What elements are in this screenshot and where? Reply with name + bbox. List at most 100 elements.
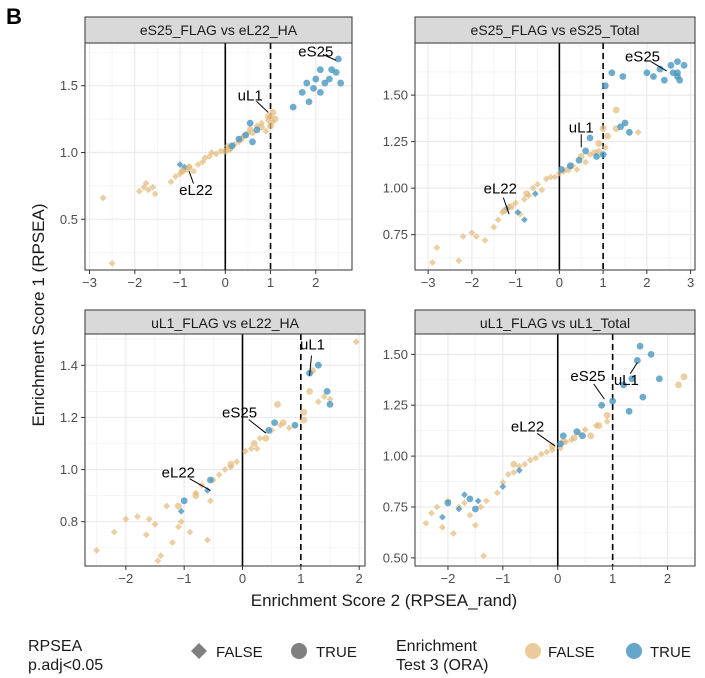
data-point-circle bbox=[595, 422, 603, 429]
data-point-diamond bbox=[428, 509, 435, 517]
data-point-circle bbox=[265, 427, 273, 434]
data-point-circle bbox=[643, 69, 651, 77]
data-point-circle bbox=[656, 65, 664, 73]
legend-color-title-line1: Enrichment bbox=[396, 638, 477, 655]
data-point-circle bbox=[316, 89, 324, 96]
data-point-diamond bbox=[262, 127, 270, 135]
data-point-circle bbox=[639, 393, 647, 401]
data-point-diamond bbox=[439, 523, 446, 531]
x-tick-label: 3 bbox=[687, 275, 694, 290]
data-point-diamond bbox=[326, 395, 334, 403]
facet-strip-title: eS25_FLAG vs eS25_Total bbox=[471, 22, 640, 38]
x-tick-label: −3 bbox=[421, 275, 436, 290]
y-tick-label: 1.4 bbox=[60, 358, 78, 373]
data-point-diamond bbox=[472, 233, 480, 240]
data-point-diamond bbox=[455, 505, 463, 513]
data-point-circle bbox=[598, 401, 606, 409]
panel-border bbox=[414, 333, 696, 567]
data-point-diamond bbox=[474, 497, 482, 505]
x-tick-label: −2 bbox=[118, 571, 133, 586]
y-tick-label: 1.2 bbox=[60, 410, 78, 425]
data-point-diamond bbox=[526, 456, 534, 464]
data-point-diamond bbox=[145, 515, 153, 523]
plot-area bbox=[415, 43, 695, 270]
data-point-circle bbox=[557, 440, 564, 448]
data-point-diamond bbox=[515, 462, 523, 470]
data-point-circle bbox=[249, 138, 256, 146]
y-tick-label: 1.50 bbox=[383, 88, 408, 103]
data-point-circle bbox=[300, 408, 308, 416]
data-point-circle bbox=[660, 76, 668, 84]
data-point-diamond bbox=[264, 117, 272, 124]
x-tick-label: 2 bbox=[312, 275, 319, 290]
y-tick-label: 0.5 bbox=[60, 212, 78, 227]
data-point-circle bbox=[332, 68, 340, 76]
x-tick-label: −1 bbox=[177, 571, 192, 586]
data-point-diamond bbox=[466, 511, 474, 519]
panel-border bbox=[84, 333, 366, 567]
data-point-circle bbox=[305, 98, 313, 106]
data-point-circle bbox=[667, 61, 675, 69]
data-point-diamond bbox=[167, 178, 175, 186]
legend-circle-icon bbox=[291, 643, 307, 659]
x-tick-label: 1 bbox=[600, 275, 607, 290]
data-point-circle bbox=[235, 135, 243, 143]
data-point-diamond bbox=[108, 259, 116, 267]
facet-strip bbox=[414, 16, 696, 44]
data-point-diamond bbox=[499, 479, 507, 486]
data-point-diamond bbox=[201, 154, 209, 162]
data-point-circle bbox=[621, 119, 629, 127]
y-tick-label: 1.5 bbox=[60, 78, 78, 93]
x-tick-label: 0 bbox=[554, 571, 561, 586]
data-point-diamond bbox=[208, 149, 216, 156]
data-point-circle bbox=[471, 505, 479, 513]
data-point-circle bbox=[601, 82, 609, 90]
data-point-diamond bbox=[204, 536, 211, 544]
x-tick-label: 2 bbox=[356, 571, 363, 586]
facet-panel-4: uL1_FLAG vs uL1_Total eL22 eS25 uL1 −2 −1 0 1 2 0… bbox=[383, 309, 696, 586]
x-tick-label: 1 bbox=[297, 571, 304, 586]
data-point-diamond bbox=[314, 398, 322, 406]
data-point-circle bbox=[298, 89, 306, 96]
data-point-diamond bbox=[521, 460, 529, 468]
data-point-circle bbox=[599, 125, 607, 132]
data-point-diamond bbox=[144, 186, 152, 194]
data-point-circle bbox=[558, 166, 565, 173]
data-point-diamond bbox=[512, 199, 520, 207]
data-point-circle bbox=[274, 400, 281, 408]
data-point-circle bbox=[306, 387, 313, 395]
data-point-diamond bbox=[515, 466, 523, 474]
y-tick-label: 1.0 bbox=[60, 145, 78, 160]
x-tick-label: 1 bbox=[267, 275, 274, 290]
legend-diamond-icon bbox=[191, 643, 207, 659]
data-point-diamond bbox=[459, 233, 467, 240]
data-point-circle bbox=[604, 132, 611, 140]
data-point-diamond bbox=[455, 257, 463, 265]
data-point-circle bbox=[582, 147, 590, 155]
data-point-diamond bbox=[186, 528, 194, 536]
data-point-diamond bbox=[480, 552, 488, 560]
data-point-diamond bbox=[494, 216, 502, 224]
point-label: uL1 bbox=[238, 87, 263, 104]
data-point-circle bbox=[316, 66, 324, 74]
data-point-circle bbox=[593, 153, 600, 160]
label-leader-line bbox=[593, 383, 605, 400]
data-point-circle bbox=[566, 162, 574, 170]
data-point-circle bbox=[636, 342, 644, 350]
data-point-circle bbox=[633, 357, 641, 364]
data-point-circle bbox=[326, 400, 334, 408]
data-point-diamond bbox=[169, 539, 176, 546]
y-tick-label: 1.25 bbox=[383, 398, 408, 413]
data-point-diamond bbox=[551, 173, 559, 181]
x-tick-label: −2 bbox=[441, 571, 456, 586]
data-point-circle bbox=[300, 416, 308, 424]
data-point-diamond bbox=[547, 173, 555, 181]
data-point-circle bbox=[337, 79, 345, 87]
data-point-circle bbox=[271, 115, 279, 123]
y-tick-label: 0.8 bbox=[60, 514, 78, 529]
data-point-circle bbox=[510, 460, 518, 468]
point-label: eL22 bbox=[179, 182, 212, 199]
data-point-circle bbox=[264, 113, 272, 120]
data-point-diamond bbox=[285, 424, 293, 432]
data-point-diamond bbox=[247, 445, 255, 453]
